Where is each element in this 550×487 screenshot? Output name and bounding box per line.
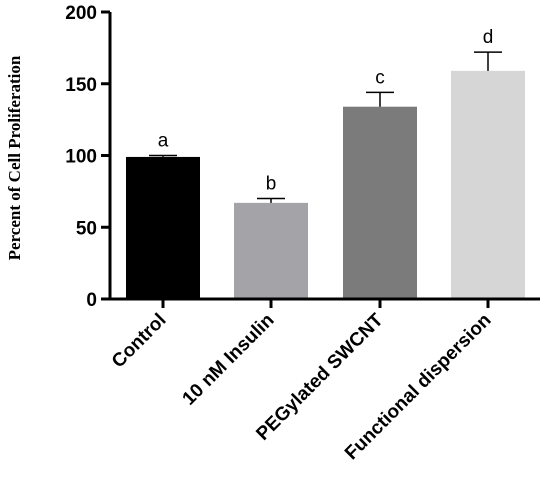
error-bar-1 <box>257 197 285 203</box>
error-bar-3 <box>474 51 502 71</box>
y-tick-label-1: 50 <box>76 218 97 239</box>
error-bar-0 <box>149 154 177 157</box>
y-tick-label-0: 0 <box>86 290 97 311</box>
bar-3 <box>451 70 525 300</box>
x-tick-label-0: Control <box>108 310 171 373</box>
y-axis: 0 50 100 150 200 <box>65 3 112 311</box>
y-tick-label-3: 150 <box>65 75 97 96</box>
significance-label-0: a <box>158 131 169 152</box>
significance-label-2: c <box>375 67 385 88</box>
bar-0 <box>126 156 200 299</box>
bar-2 <box>343 106 417 300</box>
y-tick-label-4: 200 <box>65 3 97 24</box>
significance-label-1: b <box>266 174 277 195</box>
y-axis-title: Percent of Cell Proliferation <box>5 55 24 260</box>
plot-area: a b c d <box>126 27 525 300</box>
bar-1 <box>234 202 308 299</box>
significance-label-3: d <box>483 27 494 48</box>
error-bar-2 <box>366 91 394 107</box>
x-tick-label-1: 10 nM Insulin <box>179 310 279 410</box>
y-tick-label-2: 100 <box>65 147 97 168</box>
